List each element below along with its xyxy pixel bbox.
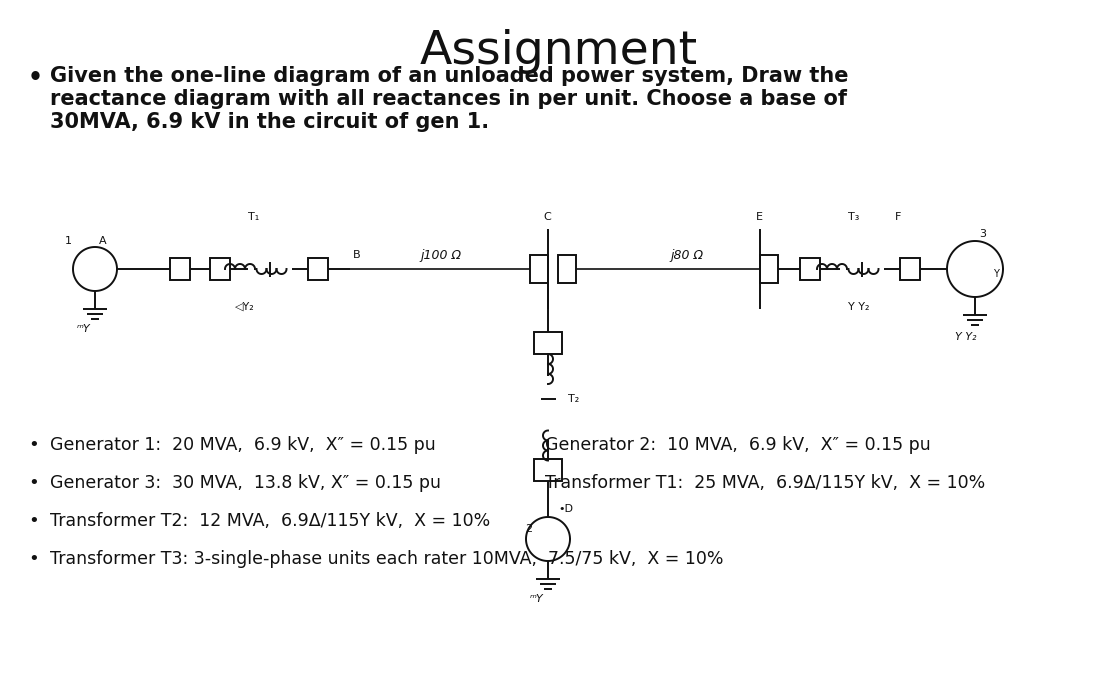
Text: T₂: T₂ (568, 394, 579, 404)
Text: 3: 3 (979, 229, 986, 239)
Text: •: • (28, 512, 39, 530)
Text: Assignment: Assignment (420, 29, 698, 74)
Text: 2: 2 (525, 524, 532, 534)
Text: Y: Y (993, 269, 998, 279)
Text: j100 Ω: j100 Ω (420, 248, 461, 261)
Text: B: B (353, 250, 361, 260)
Text: ᵐY: ᵐY (530, 594, 543, 604)
Text: •: • (28, 474, 39, 492)
Text: Generator 2:  10 MVA,  6.9 kV,  X″ = 0.15 pu: Generator 2: 10 MVA, 6.9 kV, X″ = 0.15 p… (544, 436, 931, 454)
Text: Generator 1:  20 MVA,  6.9 kV,  X″ = 0.15 pu: Generator 1: 20 MVA, 6.9 kV, X″ = 0.15 p… (50, 436, 436, 454)
Text: 30MVA, 6.9 kV in the circuit of gen 1.: 30MVA, 6.9 kV in the circuit of gen 1. (50, 112, 490, 132)
Text: •: • (28, 550, 39, 568)
Text: T₁: T₁ (248, 212, 259, 222)
Text: •: • (28, 66, 42, 90)
Text: E: E (756, 212, 762, 222)
Text: T₃: T₃ (847, 212, 860, 222)
Text: F: F (896, 212, 901, 222)
Text: j80 Ω: j80 Ω (670, 248, 703, 261)
Text: Transformer T1:  25 MVA,  6.9Δ/115Y kV,  X = 10%: Transformer T1: 25 MVA, 6.9Δ/115Y kV, X … (544, 474, 985, 492)
Text: Generator 3:  30 MVA,  13.8 kV, X″ = 0.15 pu: Generator 3: 30 MVA, 13.8 kV, X″ = 0.15 … (50, 474, 440, 492)
Text: ◁Y₂: ◁Y₂ (235, 302, 255, 312)
Text: Transformer T3: 3-single-phase units each rater 10MVA,  7.5/75 kV,  X = 10%: Transformer T3: 3-single-phase units eac… (50, 550, 723, 568)
Text: Given the one-line diagram of an unloaded power system, Draw the: Given the one-line diagram of an unloade… (50, 66, 849, 86)
Text: ᵐY: ᵐY (77, 324, 91, 334)
Text: •D: •D (558, 504, 574, 514)
Text: •: • (28, 436, 39, 454)
Text: Y Y₂: Y Y₂ (955, 332, 976, 342)
Text: A: A (100, 236, 106, 246)
Text: Y Y₂: Y Y₂ (847, 302, 870, 312)
Text: 1: 1 (65, 236, 72, 246)
Text: C: C (543, 212, 551, 222)
Text: reactance diagram with all reactances in per unit. Choose a base of: reactance diagram with all reactances in… (50, 89, 847, 109)
Text: Transformer T2:  12 MVA,  6.9Δ/115Y kV,  X = 10%: Transformer T2: 12 MVA, 6.9Δ/115Y kV, X … (50, 512, 491, 530)
